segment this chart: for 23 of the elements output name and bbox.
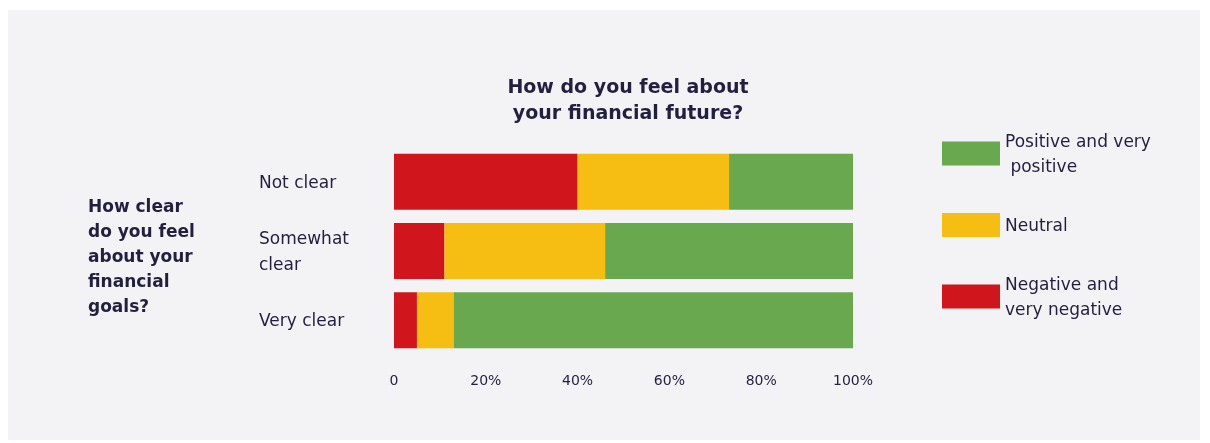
y-axis-title: How clear do you feel about your financial goals?	[88, 195, 195, 316]
y-tick-label: Very clear	[259, 310, 345, 331]
legend-label: Positive and very positive	[1005, 131, 1151, 176]
x-tick-label: 20%	[470, 372, 502, 388]
x-tick-label: 100%	[832, 372, 874, 388]
bar	[729, 153, 853, 210]
y-tick-label: Somewhat clear	[259, 228, 355, 274]
x-tick-label: 60%	[653, 372, 685, 388]
x-tick-label: 40%	[562, 372, 594, 388]
bar	[394, 153, 578, 210]
x-tick-label: 80%	[745, 372, 777, 388]
chart-title: How do you feel about your financial future?	[507, 75, 749, 123]
bar	[394, 223, 445, 279]
bar	[444, 223, 606, 279]
bar	[605, 223, 853, 279]
bar	[577, 153, 730, 210]
x-tick-label: 0	[389, 372, 399, 388]
y-tick-label: Not clear	[259, 171, 337, 192]
bar	[394, 292, 417, 349]
legend-label: Neutral	[1005, 215, 1068, 235]
legend-label: Negative and very negative	[1005, 274, 1125, 319]
bar	[453, 292, 853, 349]
bar	[416, 292, 454, 349]
